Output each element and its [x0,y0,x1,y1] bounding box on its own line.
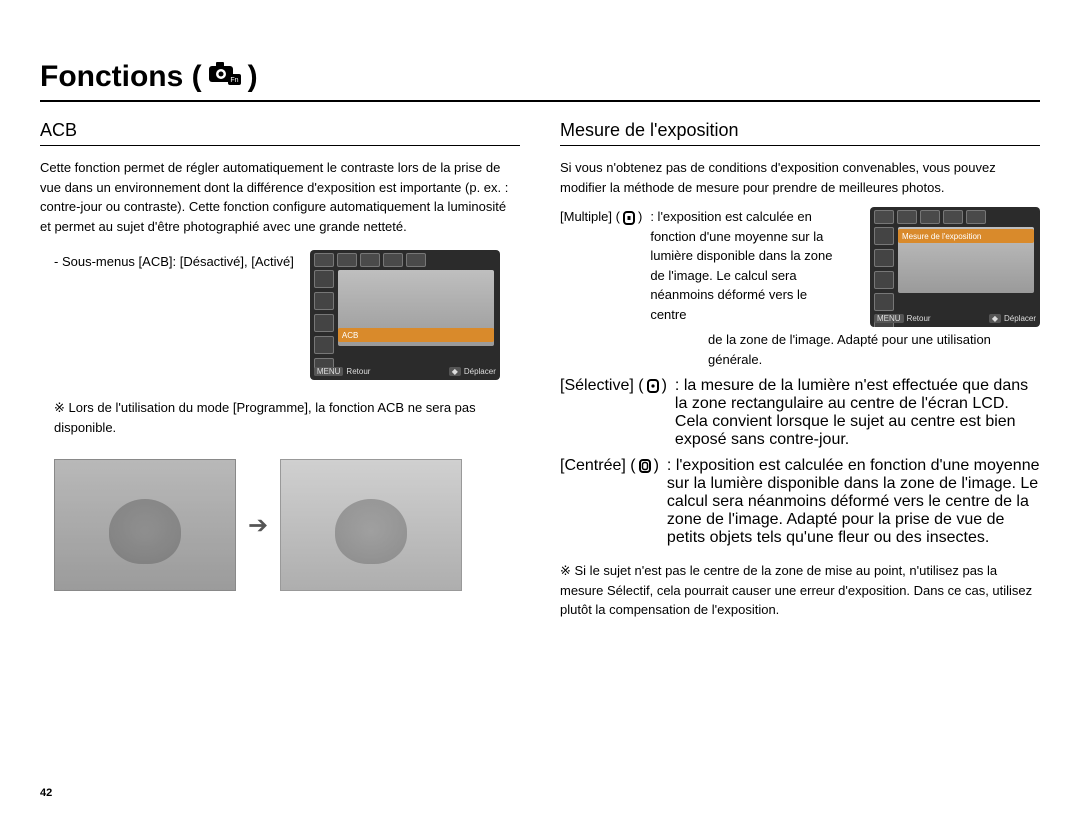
metering-desc-centree: : l'exposition est calculée en fonction … [667,457,1040,547]
lcd-footer-left-tag-2: MENU [874,314,904,323]
exposure-note: ※ Si le sujet n'est pas le centre de la … [560,561,1040,620]
page-title-open: Fonctions ( [40,60,202,94]
metering-first-text: [Multiple] () : l'exposition est calculé… [560,207,840,332]
acb-intro: Cette fonction permet de régler automati… [40,158,520,236]
exposure-lcd-screenshot: Mesure de l'exposition MENURetour ◆Dépla… [870,207,1040,327]
page-number: 42 [40,787,52,799]
svg-text:Fn: Fn [230,77,238,84]
metering-item-selective: [Sélective] () : la mesure de la lumière… [560,377,1040,449]
lcd-footer-right: Déplacer [464,367,496,376]
lcd-highlight-label-2: Mesure de l'exposition [902,232,981,241]
metering-label-selective: [Sélective] () [560,377,667,449]
lcd-side-icons [314,270,334,376]
sample-before [54,459,236,591]
metering-desc-multiple-1: : l'exposition est calculée en fonction … [650,207,840,324]
metering-multi-icon [620,211,638,225]
metering-desc-selective: : la mesure de la lumière n'est effectué… [675,377,1040,449]
right-column: Mesure de l'exposition Si vous n'obtenez… [560,120,1040,620]
lcd-footer-2: MENURetour ◆Déplacer [874,312,1036,324]
camera-fn-icon: Fn [208,60,242,86]
lcd-footer-right-2: Déplacer [1004,314,1036,323]
metering-item-centree: [Centrée] () : l'exposition est calculée… [560,457,1040,547]
acb-lcd-screenshot: ACB MENURetour ◆Déplacer [310,250,500,380]
metering-desc-multiple-2: de la zone de l'image. Adapté pour une u… [560,330,1040,369]
lcd-footer-left: Retour [346,367,370,376]
manual-page: Fonctions ( Fn ) ACB Cette fonction perm… [0,0,1080,815]
sample-after [280,459,462,591]
metering-center-icon [636,459,654,473]
metering-label-centree: [Centrée] () [560,457,659,547]
lcd-topbar [314,253,496,267]
columns: ACB Cette fonction permet de régler auto… [40,120,1040,620]
metering-item-multiple: [Multiple] () : l'exposition est calculé… [560,207,840,324]
page-title-row: Fonctions ( Fn ) [40,60,1040,102]
lcd-highlight-acb: ACB [338,328,494,342]
page-title-close: ) [248,60,258,94]
arrow-icon: ➔ [248,511,268,540]
lcd-footer-left-2: Retour [907,314,931,323]
exposure-intro: Si vous n'obtenez pas de conditions d'ex… [560,158,1040,197]
metering-spot-icon [644,379,662,393]
left-column: ACB Cette fonction permet de régler auto… [40,120,520,620]
lcd-footer-left-tag: MENU [314,367,344,376]
acb-comparison: ➔ [40,459,520,591]
acb-submenu-text: - Sous-menus [ACB]: [Désactivé], [Activé… [40,250,294,269]
lcd-footer-right-tag: ◆ [449,367,461,376]
metering-label-multiple: [Multiple] () [560,207,642,324]
metering-first-row: [Multiple] () : l'exposition est calculé… [560,207,1040,332]
lcd-topbar-2 [874,210,1036,224]
lcd-highlight-label: ACB [342,331,358,340]
lcd-footer-right-tag-2: ◆ [989,314,1001,323]
lcd-highlight-exposure: Mesure de l'exposition [898,229,1034,243]
exposure-heading: Mesure de l'exposition [560,120,1040,146]
acb-note: ※ Lors de l'utilisation du mode [Program… [40,398,520,437]
acb-submenu-row: - Sous-menus [ACB]: [Désactivé], [Activé… [40,250,520,380]
lcd-footer: MENURetour ◆Déplacer [314,365,496,377]
acb-heading: ACB [40,120,520,146]
